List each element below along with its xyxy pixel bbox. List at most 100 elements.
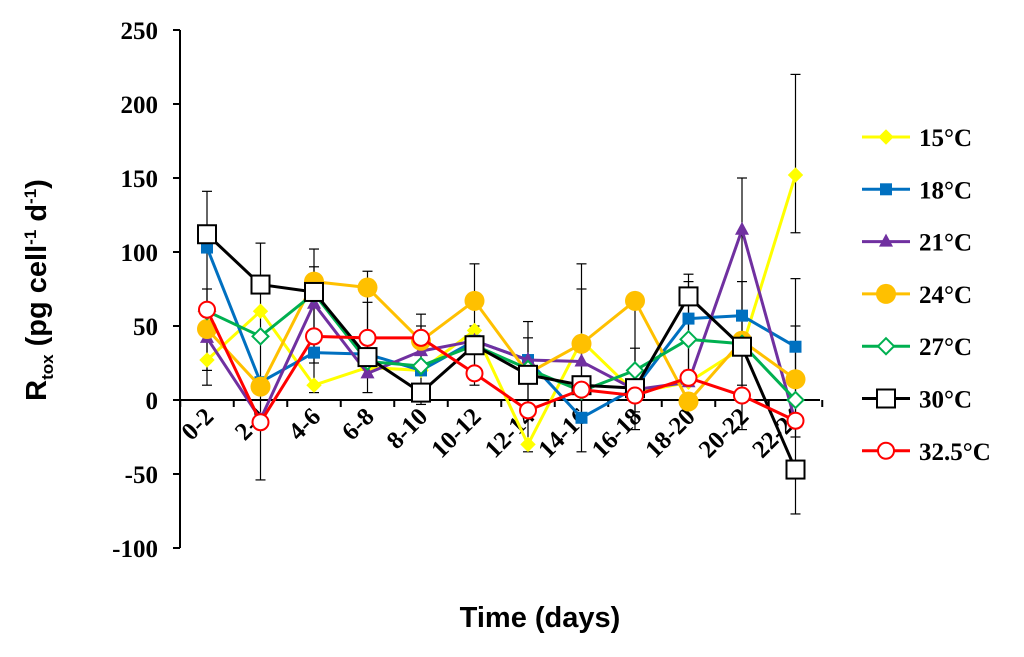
data-point [678, 391, 699, 412]
data-point [304, 281, 324, 302]
legend-item: 21°C [862, 230, 972, 257]
data-point [357, 347, 378, 368]
y-tick-label: 200 [121, 92, 159, 119]
data-point [358, 328, 377, 347]
x-tick-label: 8-10 [382, 403, 433, 454]
data-point [626, 386, 644, 405]
legend-label: 21°C [919, 230, 972, 257]
data-point [360, 365, 375, 379]
data-point [464, 290, 485, 311]
legend-swatch-marker [876, 336, 896, 356]
y-axis-title-unit-close: ) [21, 179, 53, 189]
legend-item: 30°C [862, 387, 972, 414]
legend-label: 18°C [919, 177, 972, 204]
data-point [679, 329, 698, 349]
y-axis-title-subscript: tox [38, 354, 57, 380]
legend-item: 18°C [862, 177, 972, 204]
data-point [250, 274, 271, 295]
legend-item: 24°C [862, 282, 972, 309]
data-point [521, 352, 535, 366]
legend-swatch-marker [879, 233, 893, 247]
data-point [732, 336, 752, 357]
x-axis-title: Time (days) [460, 602, 621, 634]
data-point [306, 377, 322, 393]
y-tick-label: 100 [121, 240, 159, 267]
data-point [308, 346, 320, 359]
data-point [571, 333, 592, 354]
series-2 [201, 241, 802, 424]
series-group [197, 167, 806, 480]
legend: 15°C 18°C 21°C 24°C 27°C 30°C 32.5°C [862, 125, 991, 466]
data-point [250, 376, 271, 397]
y-axis-title-unit-open: (pg cell [21, 245, 53, 355]
data-point [572, 380, 591, 399]
data-point [785, 369, 806, 390]
data-point [305, 327, 323, 346]
legend-label: 15°C [919, 125, 972, 152]
x-tick-label: 10-12 [426, 403, 486, 463]
data-point [411, 356, 431, 376]
data-point [736, 309, 748, 322]
y-tick-label: -50 [125, 462, 158, 489]
data-point [786, 390, 805, 410]
data-point [252, 303, 269, 319]
legend-item: 32.5°C [862, 439, 991, 466]
y-tick-label: 50 [133, 314, 158, 341]
legend-swatch-marker [877, 441, 895, 460]
data-point [733, 386, 751, 405]
data-point [197, 224, 217, 245]
data-point [679, 368, 698, 387]
data-point [251, 413, 270, 432]
x-tick-label: 6-8 [337, 403, 380, 446]
x-tick-label: 0-2 [177, 403, 220, 446]
legend-label: 30°C [919, 387, 972, 414]
data-point [518, 364, 538, 385]
data-point [411, 382, 431, 403]
data-point [520, 436, 536, 453]
legend-label: 32.5°C [919, 439, 991, 466]
data-point [465, 364, 484, 383]
y-tick-label: 250 [121, 18, 159, 45]
data-point [519, 401, 537, 420]
series-7 [198, 300, 805, 432]
y-axis-title-superscript-1: -1 [21, 230, 40, 245]
legend-label: 27°C [919, 334, 972, 361]
x-tick-label: 4-6 [284, 403, 327, 446]
series-1 [199, 167, 804, 453]
data-point [251, 326, 270, 346]
data-point [199, 352, 215, 368]
data-point [789, 340, 802, 353]
series-line [205, 174, 797, 446]
legend-swatch-marker [876, 388, 896, 409]
x-tick-label: 18-20 [640, 403, 700, 463]
data-point [575, 411, 588, 424]
legend-item: 15°C [862, 125, 972, 152]
data-point [574, 353, 589, 367]
y-axis-title-unit-mid: d [21, 204, 53, 230]
data-point [787, 167, 804, 183]
data-point [197, 318, 217, 339]
data-point [201, 241, 213, 254]
y-tick-label: 150 [121, 166, 159, 193]
y-tick-label: -100 [112, 536, 158, 563]
data-point [198, 300, 216, 319]
y-tick-label: 0 [146, 388, 159, 415]
legend-swatch-marker [878, 129, 894, 145]
legend-item: 27°C [862, 334, 972, 361]
legend-swatch-marker [880, 183, 892, 196]
data-point [357, 277, 378, 298]
data-point [682, 312, 695, 325]
y-axis-title-base: R [21, 380, 53, 401]
y-axis-title: Rtox (pg cell-1 d-1) [21, 179, 57, 401]
data-point [785, 459, 806, 480]
data-point [412, 328, 430, 347]
data-point [678, 286, 699, 307]
data-point [735, 221, 749, 235]
legend-label: 24°C [919, 282, 972, 309]
series-line [205, 309, 797, 424]
data-point [625, 290, 645, 311]
data-point [786, 411, 805, 430]
